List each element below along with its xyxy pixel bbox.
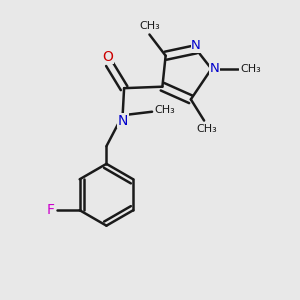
Text: N: N xyxy=(191,39,201,52)
Text: CH₃: CH₃ xyxy=(197,124,218,134)
Text: F: F xyxy=(46,203,54,217)
Text: N: N xyxy=(210,62,220,75)
Text: O: O xyxy=(103,50,113,64)
Text: N: N xyxy=(117,114,128,128)
Text: CH₃: CH₃ xyxy=(240,64,261,74)
Text: CH₃: CH₃ xyxy=(154,105,175,115)
Text: CH₃: CH₃ xyxy=(139,21,160,31)
